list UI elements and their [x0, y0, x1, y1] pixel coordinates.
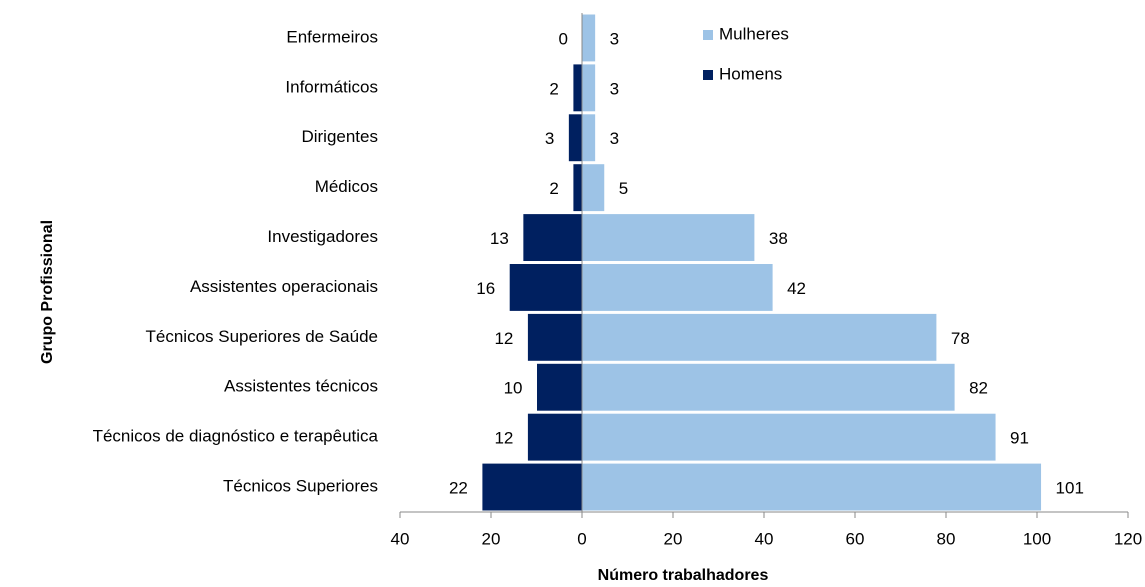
bar [522, 213, 583, 263]
bar [526, 412, 583, 462]
bar [581, 213, 756, 263]
x-axis-title: Número trabalhadores [598, 567, 769, 584]
data-label: 10 [504, 379, 523, 398]
x-tick-label: 40 [755, 529, 774, 548]
x-tick-label: 40 [391, 529, 410, 548]
bar [581, 13, 597, 63]
bar [581, 462, 1043, 512]
y-tick-label: Técnicos Superiores [223, 477, 378, 496]
data-label: 91 [1010, 429, 1029, 448]
x-tick-label: 60 [846, 529, 865, 548]
data-label: 82 [969, 379, 988, 398]
y-tick-label: Informáticos [285, 77, 378, 96]
data-label: 2 [549, 79, 558, 98]
data-label: 13 [490, 229, 509, 248]
y-tick-label: Assistentes técnicos [224, 377, 378, 396]
x-tick-label: 20 [664, 529, 683, 548]
data-label: 22 [449, 479, 468, 498]
data-label: 42 [787, 279, 806, 298]
data-label: 2 [549, 179, 558, 198]
bar [572, 163, 583, 213]
bar [526, 312, 583, 362]
bar [581, 312, 938, 362]
x-tick-label: 120 [1114, 529, 1142, 548]
bar [581, 63, 597, 113]
y-tick-label: Enfermeiros [286, 27, 378, 46]
data-label: 101 [1056, 479, 1084, 498]
y-tick-label: Assistentes operacionais [190, 277, 378, 296]
data-label: 3 [610, 29, 619, 48]
x-tick-label: 20 [482, 529, 501, 548]
y-tick-label: Dirigentes [301, 127, 378, 146]
data-label: 16 [476, 279, 495, 298]
legend-label: Mulheres [719, 24, 789, 43]
x-tick-label: 100 [1023, 529, 1051, 548]
x-tick-label: 80 [937, 529, 956, 548]
data-label: 12 [494, 329, 513, 348]
data-label: 38 [769, 229, 788, 248]
legend-label: Homens [719, 64, 782, 83]
data-label: 5 [619, 179, 628, 198]
data-label: 3 [545, 129, 554, 148]
bar [572, 63, 583, 113]
data-label: 3 [610, 79, 619, 98]
y-tick-label: Técnicos Superiores de Saúde [146, 327, 378, 346]
x-tick-label: 0 [577, 529, 586, 548]
bar [581, 163, 606, 213]
bar [536, 362, 583, 412]
y-tick-label: Médicos [315, 177, 378, 196]
bar [481, 462, 583, 512]
bar [508, 263, 583, 312]
bar [581, 362, 956, 412]
y-tick-label: Investigadores [267, 227, 378, 246]
y-axis-title: Grupo Profissional [39, 220, 56, 364]
legend-swatch [703, 30, 713, 40]
bar [581, 113, 597, 163]
y-tick-label: Técnicos de diagnóstico e terapêutica [93, 427, 379, 446]
data-label: 3 [610, 129, 619, 148]
legend-swatch [703, 70, 713, 80]
bar [581, 263, 774, 312]
data-label: 78 [951, 329, 970, 348]
data-label: 12 [494, 429, 513, 448]
bar [581, 412, 997, 462]
data-label: 0 [559, 29, 568, 48]
bar [567, 113, 583, 163]
